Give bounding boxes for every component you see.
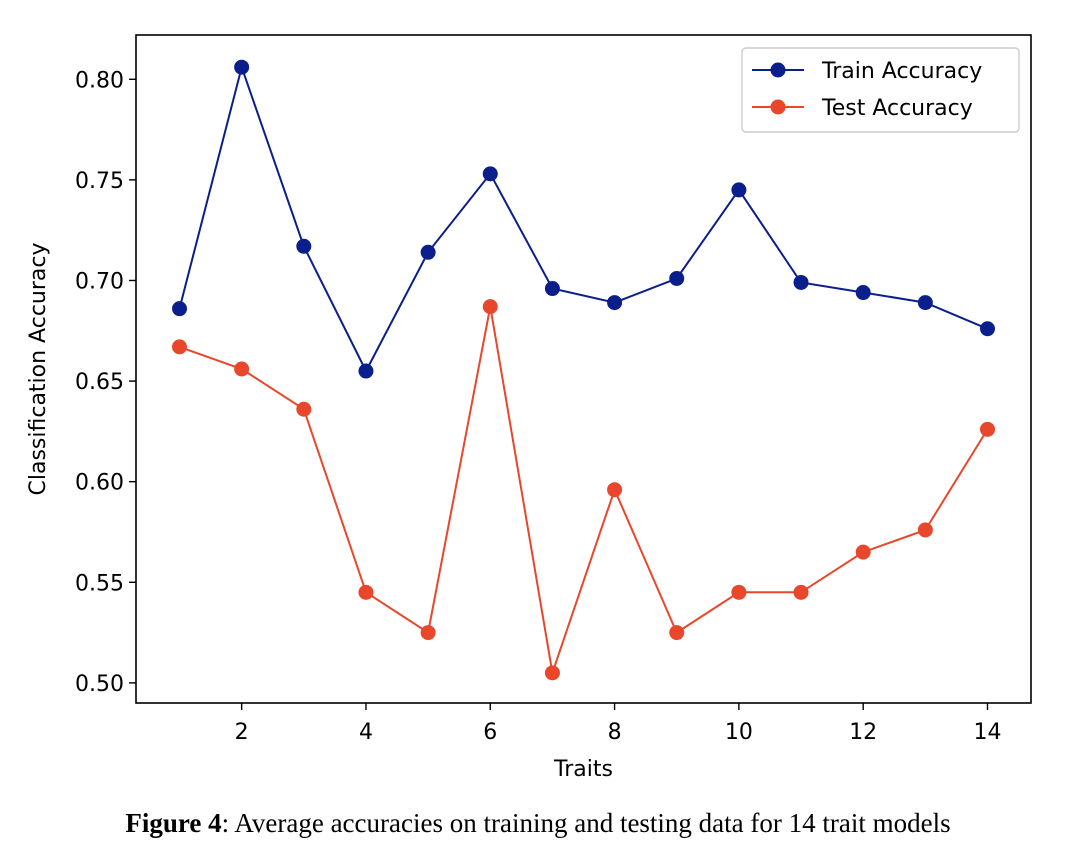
x-axis: 2 4 6 8 10 12 14 <box>235 703 1001 745</box>
x-tick-label: 12 <box>849 720 877 745</box>
data-point <box>482 166 498 182</box>
legend-label: Train Accuracy <box>821 59 982 84</box>
x-tick-label: 4 <box>359 720 373 745</box>
data-point <box>793 584 809 600</box>
y-tick-label: 0.65 <box>75 370 124 395</box>
data-point <box>731 584 747 600</box>
legend: Train Accuracy Test Accuracy <box>741 47 1020 133</box>
data-point <box>172 339 188 355</box>
series-line <box>178 63 988 374</box>
data-point <box>482 299 498 315</box>
legend-box <box>741 47 1020 133</box>
y-tick-label: 0.60 <box>75 471 124 496</box>
data-point <box>544 665 560 681</box>
x-tick-label: 14 <box>973 720 1001 745</box>
series-line <box>179 306 989 674</box>
data-point <box>358 363 374 379</box>
y-tick-label: 0.55 <box>75 571 124 596</box>
series-layer <box>172 59 995 681</box>
legend-label: Test Accuracy <box>821 96 973 121</box>
data-point <box>358 584 374 600</box>
data-point <box>234 361 250 377</box>
figure-label: Figure 4 <box>125 808 222 838</box>
data-point <box>731 182 747 198</box>
legend-marker <box>770 99 786 115</box>
x-tick-label: 10 <box>725 720 753 745</box>
data-point <box>917 522 933 538</box>
legend-marker <box>770 62 786 78</box>
data-point <box>979 421 995 437</box>
x-axis-title: Traits <box>553 757 613 782</box>
y-axis: 0.50 0.55 0.60 0.65 0.70 0.75 0.80 <box>75 68 136 697</box>
data-point <box>234 59 250 75</box>
data-point <box>793 274 809 290</box>
data-point <box>296 401 312 417</box>
y-tick-label: 0.80 <box>75 68 124 93</box>
data-point <box>172 301 188 317</box>
series-1 <box>172 299 995 681</box>
legend-entry: Train Accuracy <box>752 59 982 84</box>
data-point <box>855 285 871 301</box>
series-0 <box>172 59 995 379</box>
y-axis-title: Classification Accuracy <box>26 243 51 496</box>
data-point <box>420 625 436 641</box>
y-tick-label: 0.50 <box>75 672 124 697</box>
x-tick-label: 2 <box>235 720 249 745</box>
data-point <box>544 281 560 297</box>
data-point <box>979 321 995 337</box>
data-point <box>917 295 933 311</box>
caption-text: : Average accuracies on training and tes… <box>221 808 951 838</box>
data-point <box>296 238 312 254</box>
x-tick-label: 8 <box>608 720 622 745</box>
legend-entry: Test Accuracy <box>752 96 973 121</box>
line-chart: 2 4 6 8 10 12 14 0.500.550.600.650.700.750.80 … <box>26 34 1032 782</box>
x-tick-label: 6 <box>483 720 497 745</box>
y-tick-label: 0.70 <box>75 269 124 294</box>
y-tick-label: 0.75 <box>75 169 124 194</box>
plot-border <box>135 34 1032 704</box>
data-point <box>855 544 871 560</box>
figure-caption: Figure 4: Average accuracies on training… <box>0 808 1076 839</box>
data-point <box>607 295 623 311</box>
plot-area <box>135 34 1032 704</box>
data-point <box>607 482 623 498</box>
data-point <box>420 244 436 260</box>
data-point <box>669 625 685 641</box>
data-point <box>669 270 685 286</box>
